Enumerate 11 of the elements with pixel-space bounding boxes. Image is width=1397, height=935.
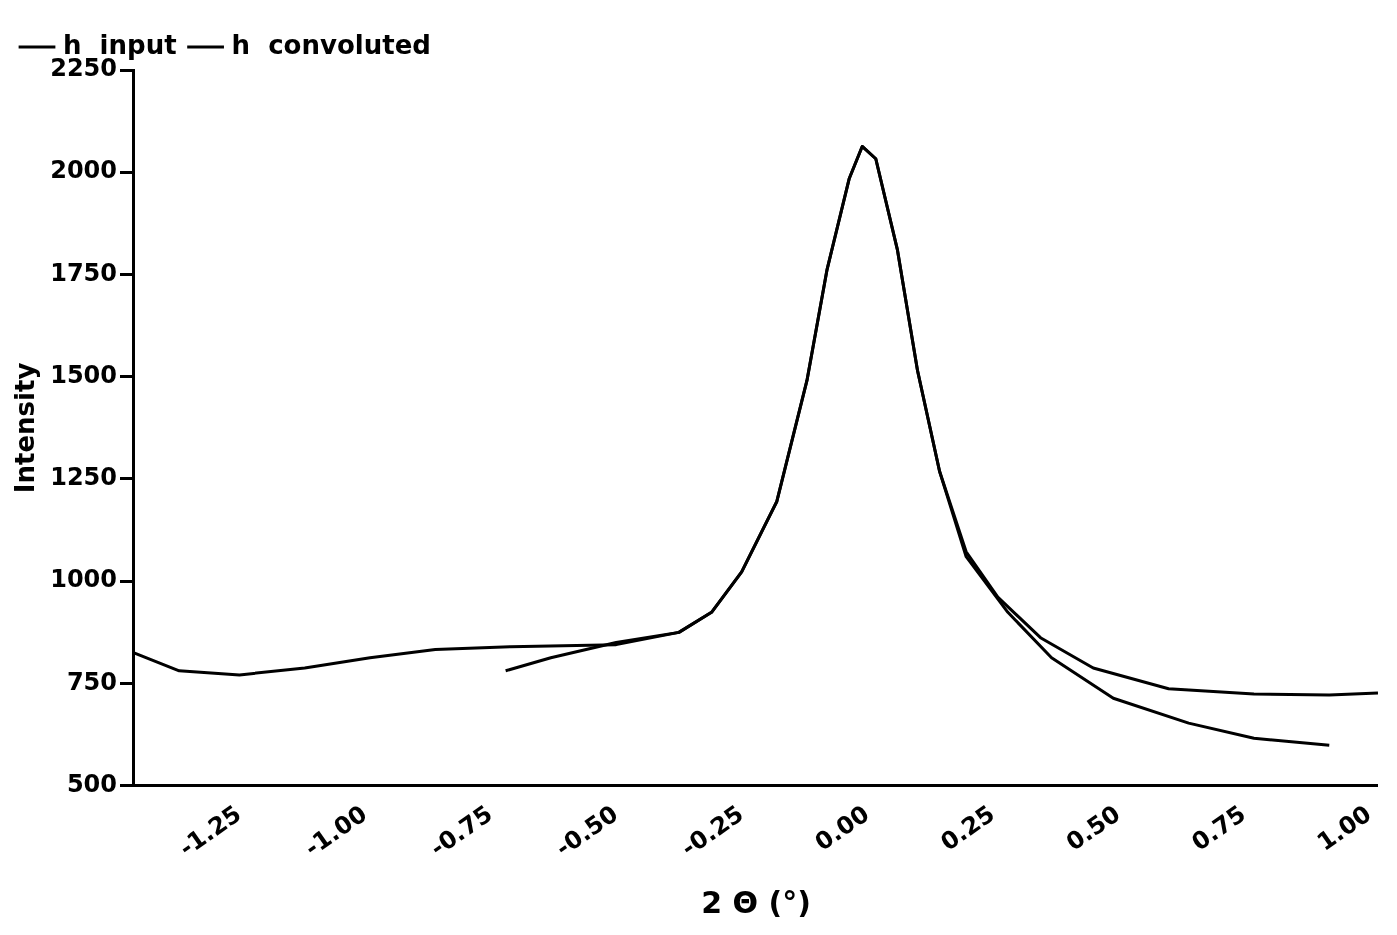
y-tick-label: 1250: [50, 463, 117, 492]
y-tick-label: 1500: [50, 360, 117, 389]
y-tick-label: 1000: [50, 565, 117, 594]
y-tick-label: 500: [66, 769, 117, 798]
x-axis-title: 2 Θ (°): [701, 884, 811, 920]
y-tick-label: 2000: [50, 156, 117, 185]
y-axis-title: Intensity: [10, 362, 41, 494]
y-tick-label: 2250: [50, 54, 117, 83]
y-tick-label: 750: [66, 667, 117, 696]
y-tick-label: 1750: [50, 258, 117, 287]
legend-label: h convoluted: [231, 29, 431, 60]
